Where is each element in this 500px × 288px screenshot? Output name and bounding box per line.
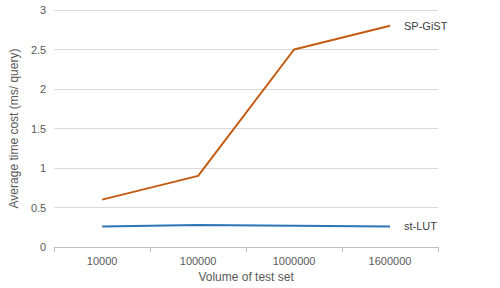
svg-text:1: 1 bbox=[40, 162, 46, 174]
svg-text:1600000: 1600000 bbox=[369, 255, 412, 267]
svg-text:2.5: 2.5 bbox=[31, 44, 46, 56]
svg-text:2: 2 bbox=[40, 83, 46, 95]
svg-text:0.5: 0.5 bbox=[31, 202, 46, 214]
svg-text:10000: 10000 bbox=[87, 255, 118, 267]
svg-text:Volume of test set: Volume of test set bbox=[198, 270, 294, 284]
svg-text:3: 3 bbox=[40, 4, 46, 16]
svg-text:0: 0 bbox=[40, 241, 46, 253]
svg-text:100000: 100000 bbox=[180, 255, 217, 267]
svg-text:Average time cost (ms/ query): Average time cost (ms/ query) bbox=[7, 49, 21, 209]
svg-text:SP-GiST: SP-GiST bbox=[404, 20, 448, 32]
svg-text:1000000: 1000000 bbox=[273, 255, 316, 267]
svg-text:1.5: 1.5 bbox=[31, 123, 46, 135]
svg-text:st-LUT: st-LUT bbox=[404, 220, 437, 232]
